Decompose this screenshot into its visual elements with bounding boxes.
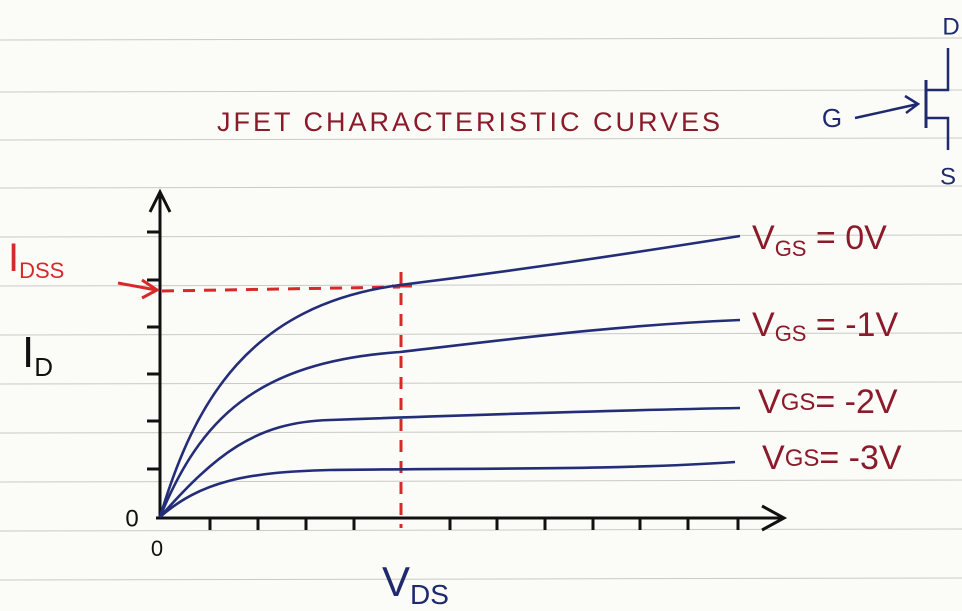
curve-label-rest: = -1V (806, 306, 898, 344)
axes (147, 192, 784, 530)
curve-label-main: V (762, 439, 785, 477)
curve-label-main: V (758, 383, 781, 421)
curve-label: VGS = 0V (752, 219, 887, 261)
curve-label: VGS = -1V (752, 306, 898, 346)
curve-label: VGS= -2V (758, 383, 898, 421)
curve-label-sub: GS (775, 236, 807, 261)
idss-label: IDSS (8, 236, 64, 283)
curve-label-main: V (752, 306, 775, 344)
curve-label: VGS= -3V (762, 439, 902, 477)
idss-marker: IDSS (8, 236, 412, 528)
curve-label-rest: = 0V (806, 219, 887, 257)
title: JFET CHARACTERISTIC CURVES (217, 107, 723, 137)
y-axis-label: ID (22, 328, 53, 382)
curve-label-rest: = -3V (819, 439, 902, 477)
x-label-sub: DS (410, 579, 449, 610)
sketch: JFET CHARACTERISTIC CURVES D S G 0 (0, 0, 962, 611)
y-label-sub: D (34, 352, 53, 382)
origin-x-label: 0 (151, 536, 163, 561)
curve-label-rest: = -2V (815, 383, 898, 421)
x-label-main: V (382, 558, 410, 605)
curves (160, 236, 740, 517)
curve-label-sub: GS (785, 445, 820, 472)
y-label-main: I (22, 328, 34, 377)
gate-label: G (822, 103, 842, 133)
curve-label-main: V (752, 219, 775, 257)
origin-y-label: 0 (125, 505, 138, 532)
source-label: S (940, 163, 956, 190)
curve-label-sub: GS (775, 321, 807, 346)
drain-label: D (942, 13, 959, 40)
curve-label-sub: GS (781, 389, 816, 416)
jfet-symbol: D S G (822, 13, 960, 190)
idss-main: I (8, 236, 19, 280)
idss-sub: DSS (19, 258, 64, 283)
x-axis-label: VDS (382, 558, 449, 610)
